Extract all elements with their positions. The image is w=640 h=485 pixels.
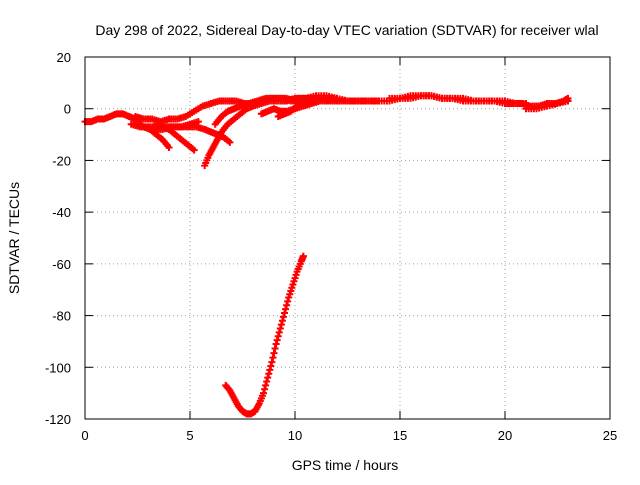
data-point (279, 313, 287, 321)
data-point (260, 389, 267, 397)
data-point (190, 146, 198, 154)
y-tick-label: -40 (52, 205, 71, 220)
data-point (281, 309, 288, 317)
data-point (278, 317, 286, 325)
y-tick-label: 0 (64, 102, 71, 117)
data-point (270, 349, 278, 357)
data-point (272, 340, 280, 348)
data-point (266, 366, 274, 374)
data-point (267, 362, 275, 370)
data-point (261, 385, 269, 393)
data-point (269, 354, 277, 362)
data-point (284, 297, 292, 305)
data-point (263, 378, 271, 386)
data-point (283, 301, 291, 309)
data-point (268, 358, 276, 366)
y-tick-label: -80 (52, 309, 71, 324)
data-point (299, 252, 307, 260)
data-point (276, 325, 284, 332)
data-point (262, 381, 270, 389)
x-tick-label: 0 (81, 428, 88, 443)
data-point (273, 336, 281, 344)
data-point (277, 321, 285, 329)
y-tick-label: -120 (45, 412, 71, 427)
y-tick-label: -100 (45, 360, 71, 375)
x-axis-label: GPS time / hours (292, 457, 399, 473)
y-tick-label: 20 (57, 50, 71, 65)
x-tick-label: 20 (498, 428, 512, 443)
data-point (264, 374, 272, 382)
plot-frame (84, 56, 611, 420)
chart-title: Day 298 of 2022, Sidereal Day-to-day VTE… (95, 22, 598, 38)
data-point (274, 332, 282, 340)
x-tick-label: 15 (393, 428, 407, 443)
data-point (282, 305, 290, 313)
y-tick-label: -60 (52, 257, 71, 272)
x-tick-label: 25 (603, 428, 617, 443)
data-point (165, 144, 173, 151)
y-tick-label: -20 (52, 153, 71, 168)
data-point (275, 328, 283, 336)
data-point (265, 370, 273, 378)
data-point (271, 345, 279, 353)
axis-ticks: 0 5 10 15 20 25 -120 -100 -80 -60 -40 -20 0 20 (45, 50, 617, 443)
data-point (564, 97, 572, 105)
data-point (226, 138, 234, 146)
y-axis-label: SDTVAR / TECUs (6, 182, 22, 294)
x-tick-label: 10 (288, 428, 302, 443)
x-tick-label: 5 (186, 428, 193, 443)
data-points (81, 92, 572, 418)
